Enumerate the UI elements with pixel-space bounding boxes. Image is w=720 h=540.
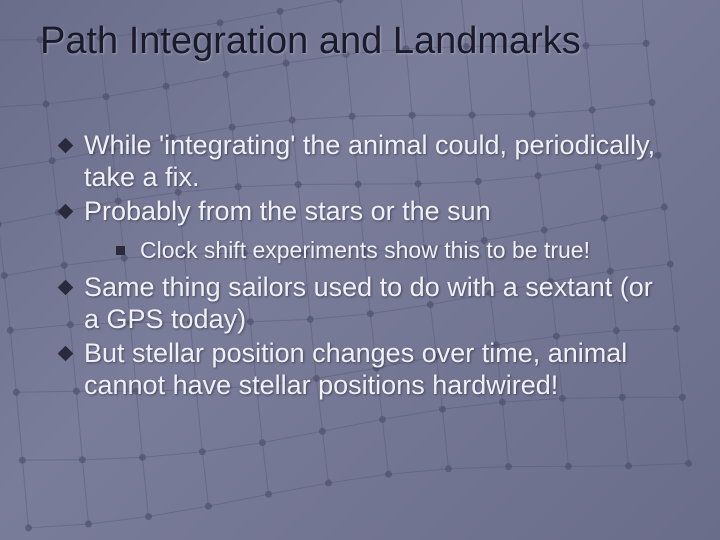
bullet-item: While 'integrating' the animal could, pe…: [60, 130, 670, 194]
diamond-bullet-icon: [58, 138, 74, 154]
square-bullet-icon: [116, 246, 125, 255]
slide-content: While 'integrating' the animal could, pe…: [60, 130, 670, 404]
bullet-text: But stellar position changes over time, …: [84, 338, 627, 400]
diamond-bullet-icon: [58, 280, 74, 296]
bullet-text: While 'integrating' the animal could, pe…: [84, 130, 655, 192]
bullet-text: Probably from the stars or the sun: [84, 196, 491, 226]
diamond-bullet-icon: [58, 203, 74, 219]
bullet-item: But stellar position changes over time, …: [60, 338, 670, 402]
diamond-bullet-icon: [58, 346, 74, 362]
bullet-text: Same thing sailors used to do with a sex…: [84, 272, 653, 334]
bullet-item: Probably from the stars or the sun: [60, 196, 670, 228]
sub-bullet-text: Clock shift experiments show this to be …: [140, 237, 590, 263]
slide-title: Path Integration and Landmarks: [40, 20, 680, 63]
sub-bullet-item: Clock shift experiments show this to be …: [60, 236, 670, 265]
slide: Path Integration and Landmarks While 'in…: [0, 0, 720, 540]
bullet-item: Same thing sailors used to do with a sex…: [60, 272, 670, 336]
